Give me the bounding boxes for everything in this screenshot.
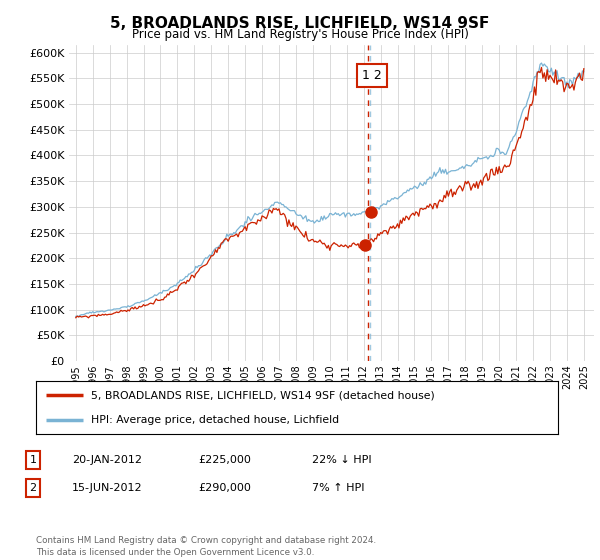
Text: 1 2: 1 2: [362, 69, 382, 82]
Text: 5, BROADLANDS RISE, LICHFIELD, WS14 9SF: 5, BROADLANDS RISE, LICHFIELD, WS14 9SF: [110, 16, 490, 31]
Text: 15-JUN-2012: 15-JUN-2012: [72, 483, 143, 493]
Text: £290,000: £290,000: [198, 483, 251, 493]
Text: Price paid vs. HM Land Registry's House Price Index (HPI): Price paid vs. HM Land Registry's House …: [131, 28, 469, 41]
Text: 20-JAN-2012: 20-JAN-2012: [72, 455, 142, 465]
Text: 5, BROADLANDS RISE, LICHFIELD, WS14 9SF (detached house): 5, BROADLANDS RISE, LICHFIELD, WS14 9SF …: [91, 390, 434, 400]
Text: 2: 2: [29, 483, 37, 493]
Text: 7% ↑ HPI: 7% ↑ HPI: [312, 483, 365, 493]
Text: HPI: Average price, detached house, Lichfield: HPI: Average price, detached house, Lich…: [91, 414, 339, 424]
Text: 1: 1: [29, 455, 37, 465]
Text: £225,000: £225,000: [198, 455, 251, 465]
Text: 22% ↓ HPI: 22% ↓ HPI: [312, 455, 371, 465]
Text: Contains HM Land Registry data © Crown copyright and database right 2024.
This d: Contains HM Land Registry data © Crown c…: [36, 536, 376, 557]
